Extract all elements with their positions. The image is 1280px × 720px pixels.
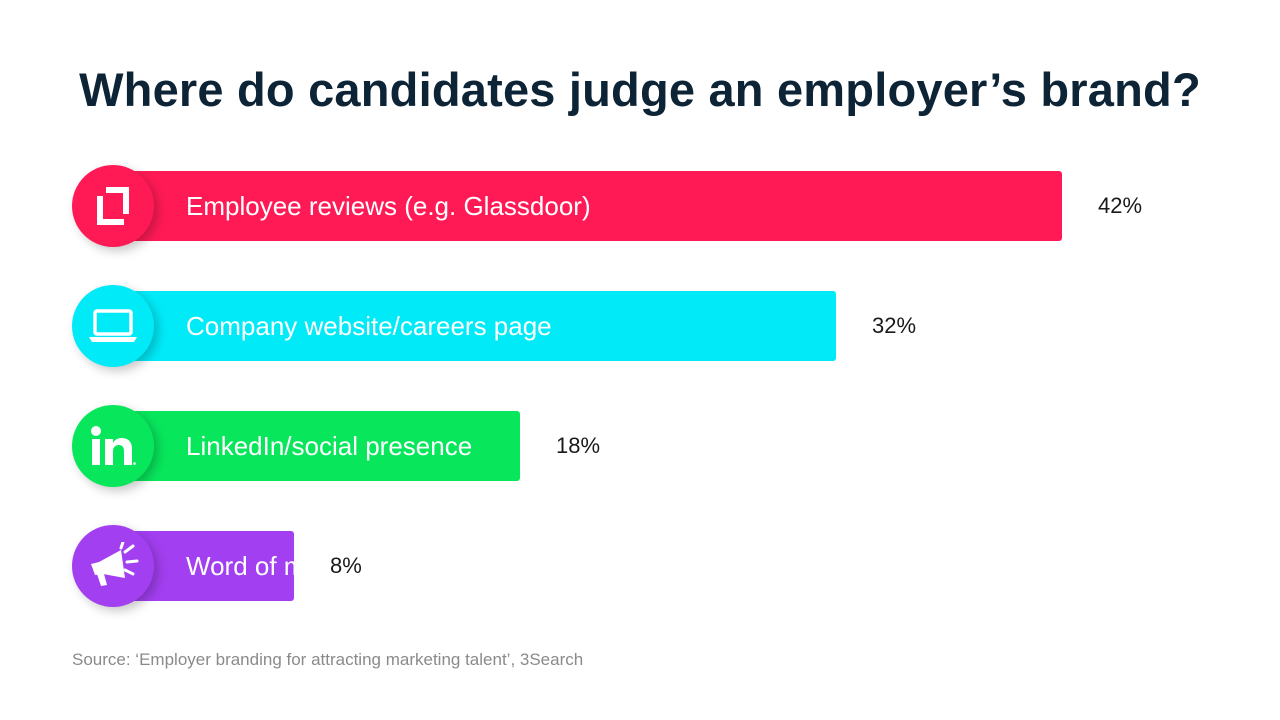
laptop-icon [72, 285, 154, 367]
megaphone-icon [72, 525, 154, 607]
chart-title: Where do candidates judge an employer’s … [79, 63, 1201, 116]
glassdoor-icon [72, 165, 154, 247]
bar-row-employee-reviews: Employee reviews (e.g. Glassdoor) 42% [0, 165, 1280, 249]
bar-label: Employee reviews (e.g. Glassdoor) [186, 191, 591, 221]
bar-row-company-website: Company website/careers page 32% [0, 285, 1280, 369]
bar-linkedin-social [113, 411, 520, 481]
source-note: Source: ‘Employer branding for attractin… [72, 650, 584, 669]
bar-company-website [113, 291, 836, 361]
value-label: 8% [330, 553, 362, 578]
value-label: 32% [872, 313, 917, 338]
bar-label: LinkedIn/social presence [186, 431, 473, 461]
bar-label: Company website/careers page [186, 311, 552, 341]
linkedin-icon [72, 405, 154, 487]
value-label: 42% [1098, 193, 1143, 218]
bar-row-linkedin-social: LinkedIn/social presence 18% [0, 405, 1280, 489]
bar-row-word-of-mouth: Word of mouth 8% [0, 525, 1280, 609]
value-label: 18% [556, 433, 601, 458]
bar-employee-reviews [113, 171, 1062, 241]
bar-label: Word of mouth [186, 551, 357, 581]
